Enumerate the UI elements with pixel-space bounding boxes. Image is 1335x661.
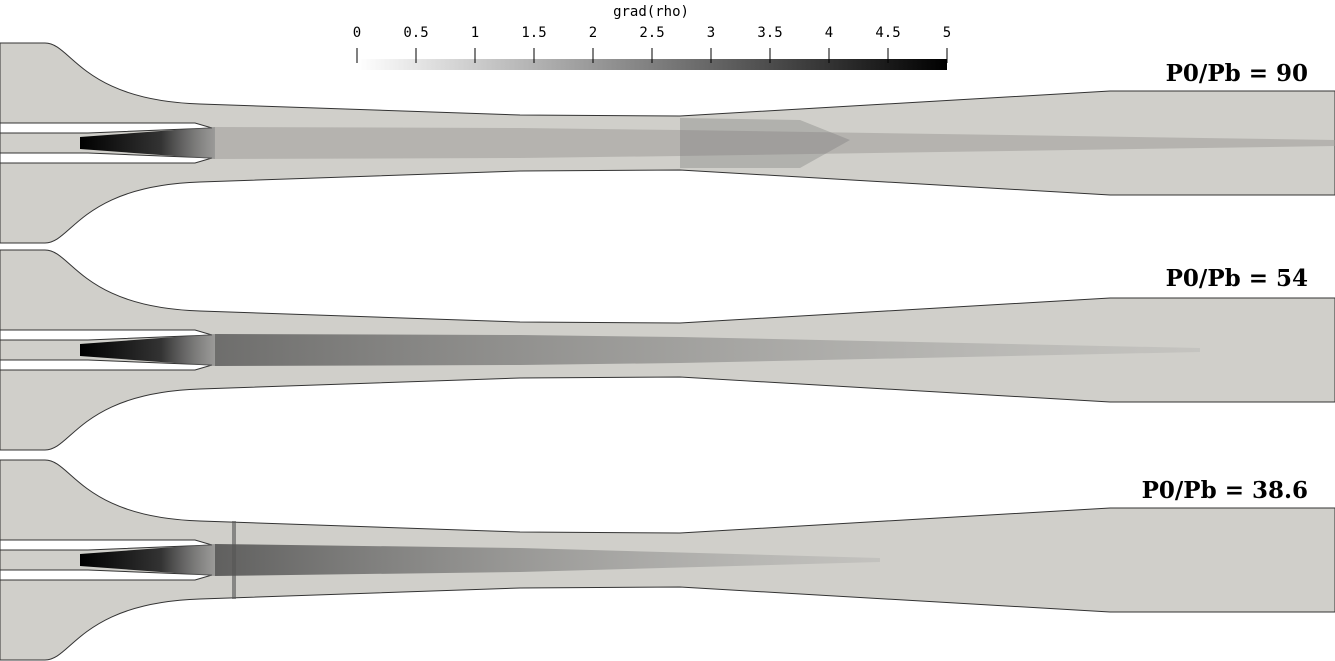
panel-label: P0/Pb = 38.6 xyxy=(1142,477,1308,504)
panel: P0/Pb = 90 xyxy=(0,42,1335,244)
colorbar-tick-label: 3.5 xyxy=(757,25,782,41)
colorbar-tick-label: 3 xyxy=(707,25,715,41)
colorbar-tick-label: 2.5 xyxy=(639,25,664,41)
colorbar-tick-label: 0.5 xyxy=(403,25,428,41)
colorbar-tick-label: 1 xyxy=(471,25,479,41)
panel-label: P0/Pb = 90 xyxy=(1166,60,1308,87)
colorbar-tick-label: 5 xyxy=(943,25,951,41)
colorbar-tick-label: 4.5 xyxy=(875,25,900,41)
panel: P0/Pb = 54 xyxy=(0,249,1335,451)
colorbar xyxy=(357,59,947,70)
colorbar-tick-label: 1.5 xyxy=(521,25,546,41)
colorbar-tick-label: 0 xyxy=(353,25,361,41)
panel-label: P0/Pb = 54 xyxy=(1166,265,1308,292)
colorbar-tick-label: 2 xyxy=(589,25,597,41)
panel: P0/Pb = 38.6 xyxy=(0,459,1335,661)
colorbar-tick-label: 4 xyxy=(825,25,833,41)
colorbar-title: grad(rho) xyxy=(613,4,689,20)
